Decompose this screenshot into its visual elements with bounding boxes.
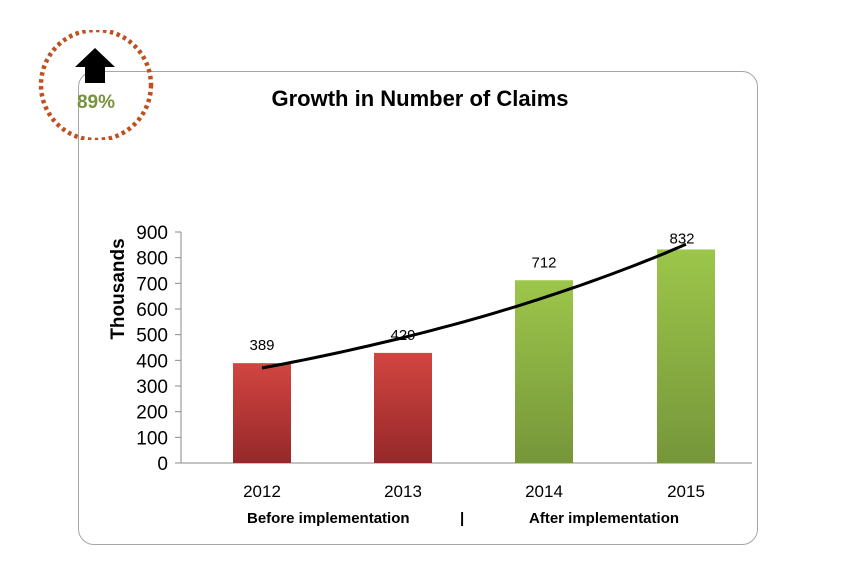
x-tick-label: 2012: [243, 482, 281, 501]
y-tick-label: 200: [136, 403, 168, 424]
data-label: 712: [531, 254, 556, 271]
chart-frame: [78, 71, 758, 545]
bar-2014: [515, 280, 573, 463]
growth-percent: 89%: [76, 92, 116, 113]
y-tick-label: 900: [136, 223, 168, 244]
x-tick-label: 2015: [667, 482, 705, 501]
y-tick-label: 500: [136, 326, 168, 347]
after-implementation-label: After implementation: [529, 510, 680, 527]
bar-2013: [374, 352, 432, 463]
y-tick-label: 100: [136, 428, 168, 449]
y-tick-label: 300: [136, 377, 168, 398]
chart-title: Growth in Number of Claims: [271, 86, 569, 111]
y-tick-label: 800: [136, 249, 168, 270]
data-label: 832: [669, 230, 694, 247]
bar-2012: [233, 363, 291, 463]
growth-badge: 89%: [38, 27, 154, 143]
trendline: [261, 242, 687, 370]
up-arrow-icon: [75, 48, 115, 83]
y-tick-label: 700: [136, 274, 168, 295]
before-implementation-label: Before implementation: [247, 510, 410, 527]
bar-2015: [657, 249, 715, 463]
y-axis-label: Thousands: [108, 238, 129, 339]
data-label: 389: [249, 337, 274, 354]
y-tick-label: 400: [136, 351, 168, 372]
x-tick-label: 2014: [525, 482, 563, 501]
x-tick-label: 2013: [384, 482, 422, 501]
separator: |: [460, 510, 465, 527]
y-tick-label: 600: [136, 300, 168, 321]
y-tick-label: 0: [157, 454, 168, 475]
